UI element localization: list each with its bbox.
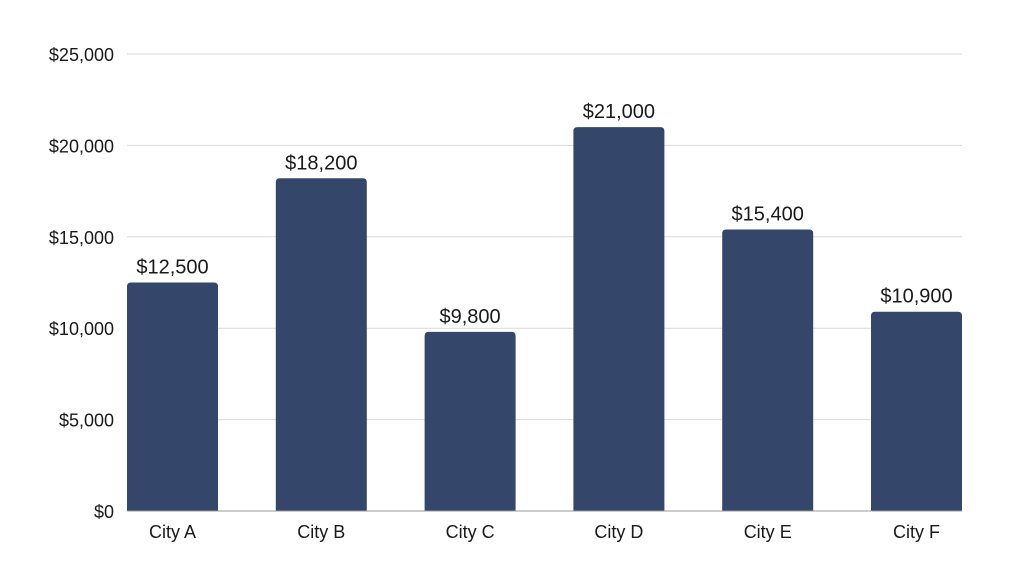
y-tick-label: $0: [94, 502, 114, 522]
x-tick-label: City E: [744, 522, 792, 542]
x-tick-label: City A: [149, 522, 196, 542]
bar-city-b: [275, 178, 367, 511]
grid-layer: [127, 53, 962, 421]
bar-city-c: [424, 331, 516, 511]
bar-city-d: [573, 127, 665, 512]
bar-layer: [127, 127, 962, 512]
bar-value-label: $15,400: [732, 203, 804, 225]
x-tick-label: City F: [893, 522, 940, 542]
bar-city-e: [722, 229, 814, 511]
bar-value-label: $18,200: [285, 152, 357, 174]
bar-value-label: $9,800: [440, 306, 501, 328]
x-tick-label: City B: [297, 522, 345, 542]
bar-city-f: [871, 311, 962, 511]
y-tick-label: $15,000: [49, 228, 114, 248]
y-tick-label: $10,000: [49, 319, 114, 339]
x-tick-label: City C: [446, 522, 495, 542]
y-tick-label: $20,000: [49, 136, 114, 156]
bar-value-label: $21,000: [583, 101, 655, 123]
y-tick-label: $5,000: [59, 411, 114, 431]
bar-value-label: $10,900: [880, 286, 952, 308]
bar-value-label: $12,500: [136, 257, 208, 279]
bar-city-a: [127, 282, 218, 511]
y-tick-label: $25,000: [49, 45, 114, 65]
x-tick-label: City D: [594, 522, 643, 542]
label-layer: $0 $5,000 $10,000 $15,000 $20,000 $25,000 $12,…: [49, 45, 953, 542]
